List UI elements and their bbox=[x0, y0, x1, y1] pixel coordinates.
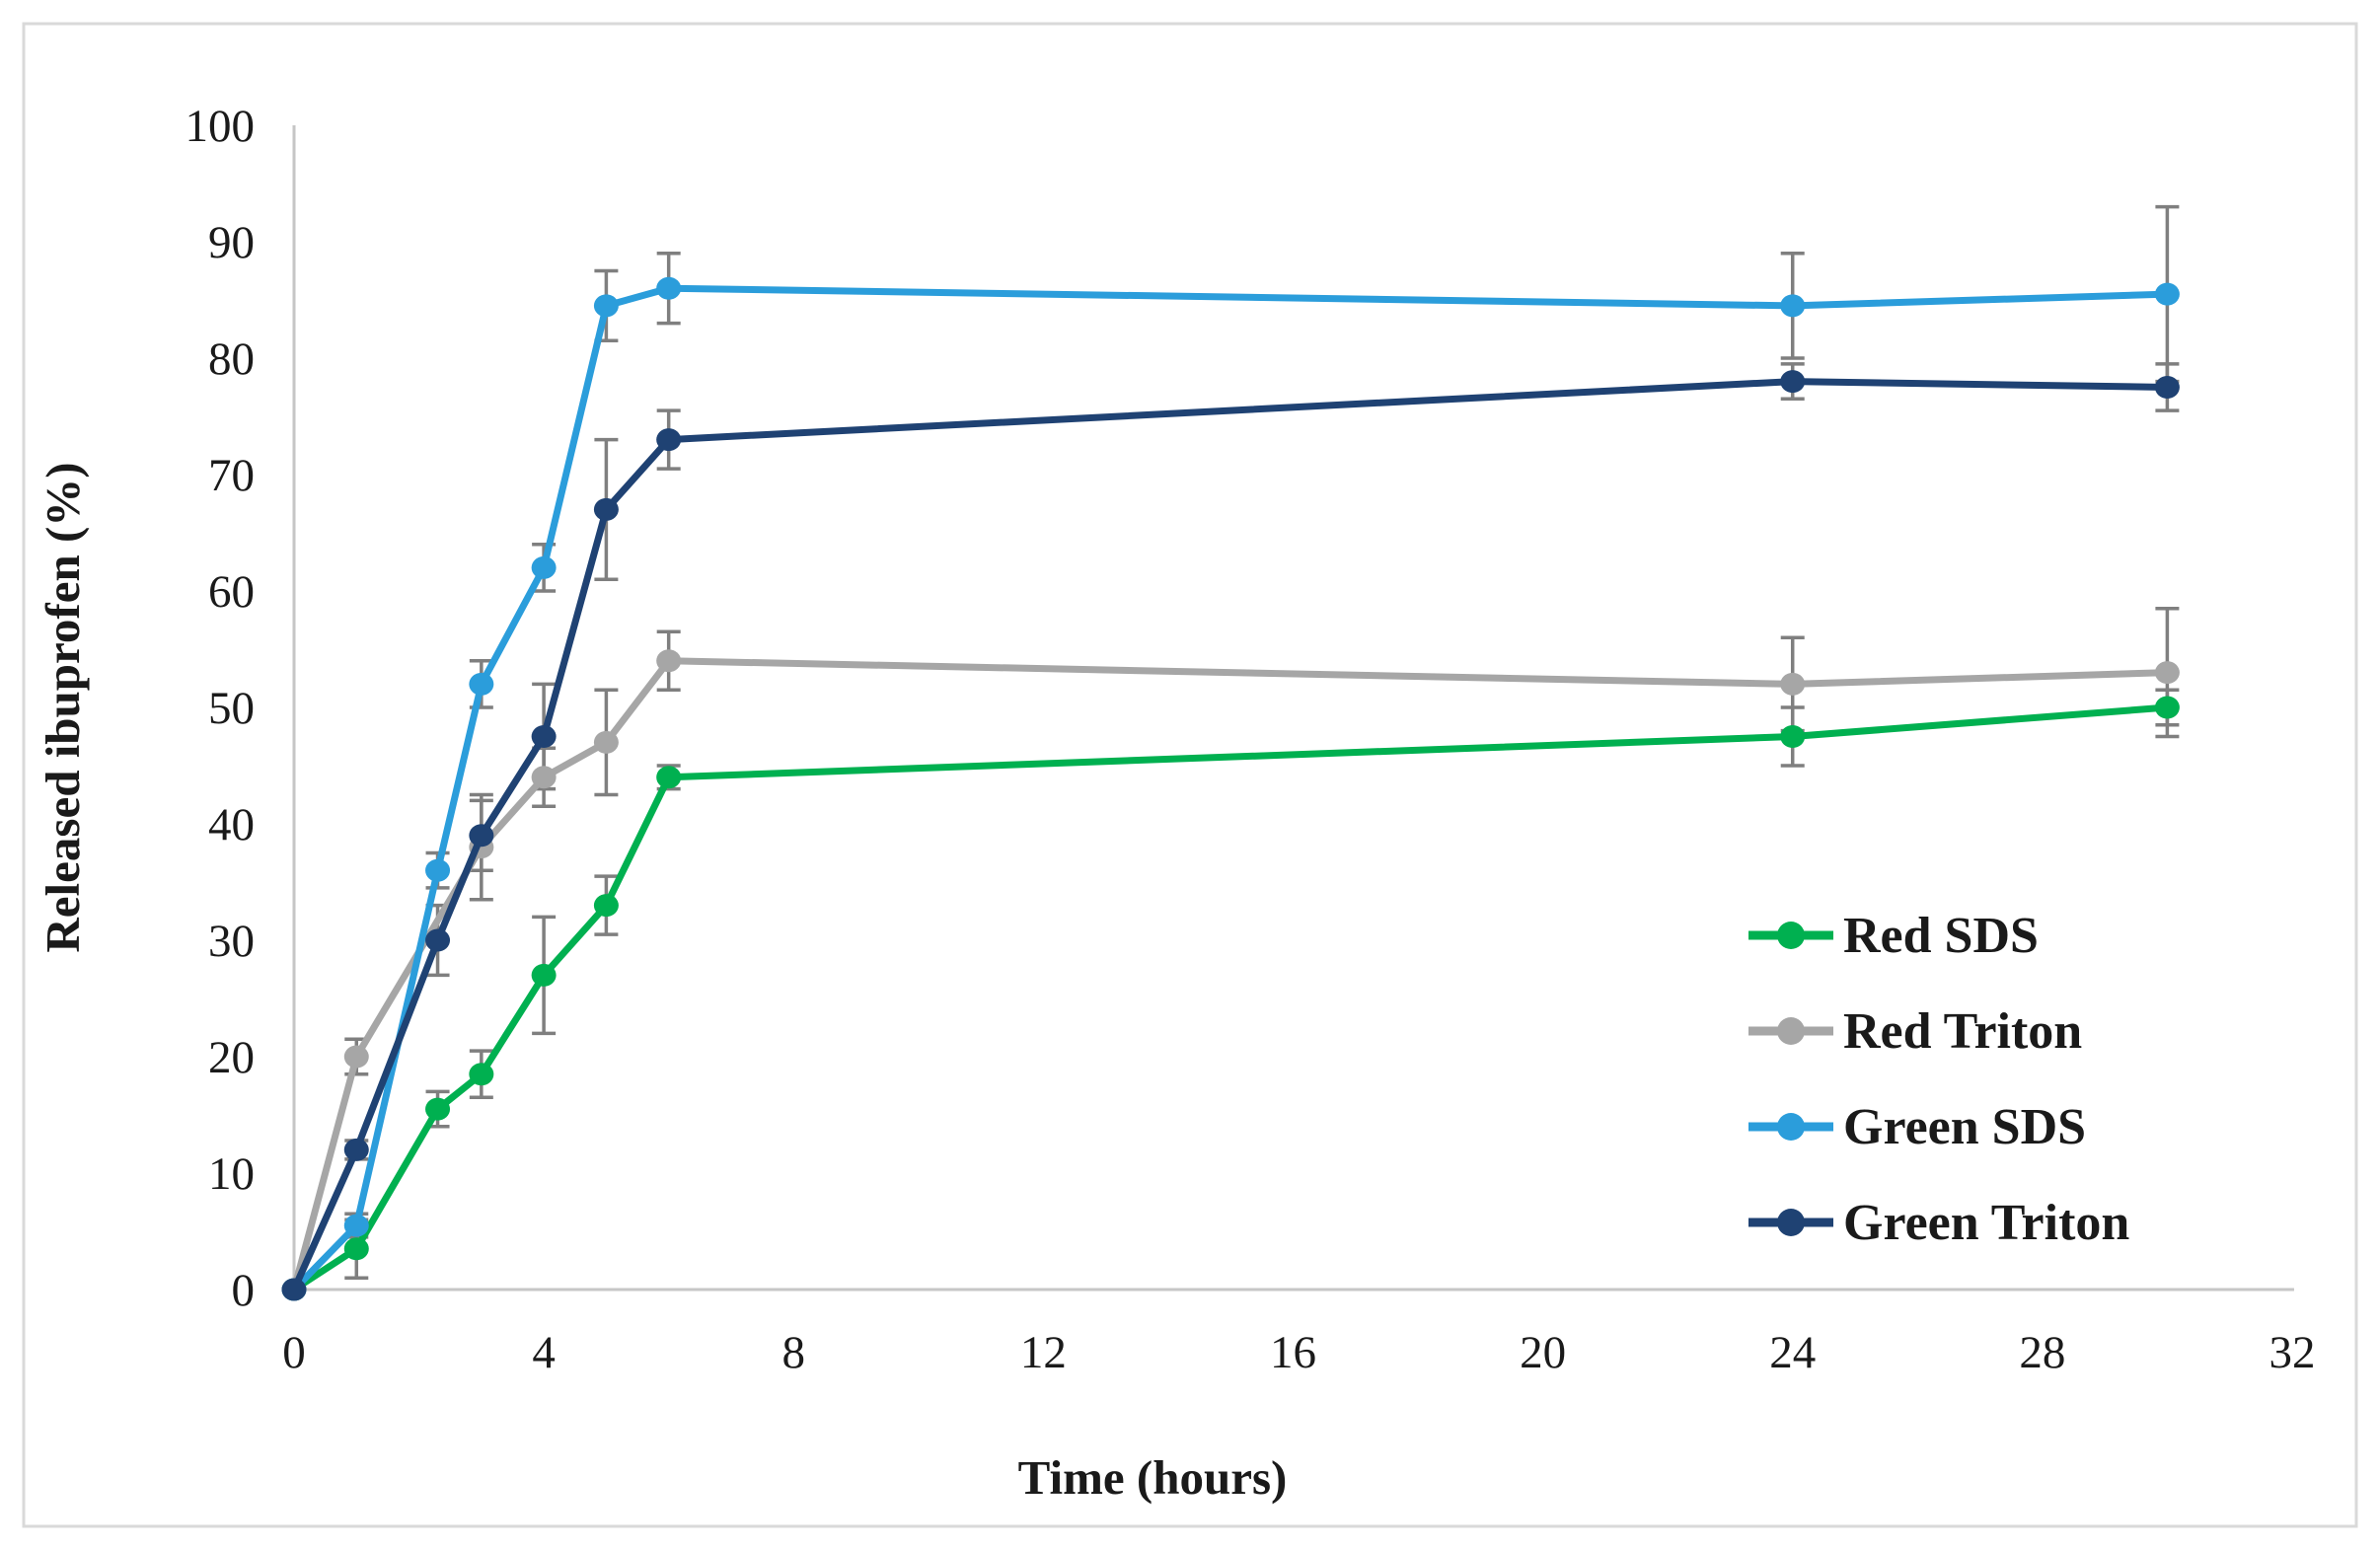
legend-marker-green-sds bbox=[1777, 1113, 1805, 1141]
data-point-marker bbox=[469, 824, 494, 848]
y-tick-label: 90 bbox=[208, 217, 255, 268]
legend-label-green-sds: Green SDS bbox=[1843, 1099, 2086, 1155]
x-axis-title: Time (hours) bbox=[1018, 1450, 1288, 1505]
data-point-marker bbox=[531, 725, 557, 748]
legend-entry-red-sds: Red SDS bbox=[1748, 908, 2039, 964]
data-point-marker bbox=[1780, 672, 1806, 696]
series-green-triton bbox=[281, 370, 2180, 1301]
data-point-marker bbox=[2154, 696, 2180, 719]
x-tick-label: 4 bbox=[532, 1327, 556, 1378]
data-point-marker bbox=[531, 766, 557, 789]
data-point-marker bbox=[531, 555, 557, 579]
data-point-marker bbox=[2154, 661, 2180, 685]
legend-marker-green-triton bbox=[1777, 1209, 1805, 1236]
data-point-marker bbox=[469, 672, 494, 696]
data-point-marker bbox=[656, 276, 682, 300]
x-tick-label: 12 bbox=[1020, 1327, 1067, 1378]
y-tick-label: 0 bbox=[232, 1265, 256, 1316]
figure-border bbox=[22, 22, 2358, 1528]
data-point-marker bbox=[531, 963, 557, 987]
x-tick-label: 0 bbox=[282, 1327, 306, 1378]
y-tick-label: 10 bbox=[208, 1148, 255, 1200]
legend-label-red-triton: Red Triton bbox=[1843, 1003, 2082, 1060]
data-point-marker bbox=[343, 1237, 369, 1261]
data-point-marker bbox=[593, 294, 619, 318]
data-point-marker bbox=[469, 1063, 494, 1086]
y-tick-label: 100 bbox=[186, 101, 256, 152]
data-point-marker bbox=[343, 1214, 369, 1237]
legend-entry-red-triton: Red Triton bbox=[1748, 1003, 2082, 1060]
y-tick-label: 20 bbox=[208, 1032, 255, 1083]
x-tick-label: 24 bbox=[1769, 1327, 1816, 1378]
data-point-marker bbox=[1780, 725, 1806, 748]
data-point-marker bbox=[2154, 282, 2180, 306]
data-point-marker bbox=[593, 894, 619, 918]
legend: Red SDS Red Triton Green SDS Green Trito… bbox=[1748, 908, 2129, 1251]
data-point-marker bbox=[593, 730, 619, 754]
x-tick-label: 8 bbox=[781, 1327, 805, 1378]
red-sds-error-bars bbox=[344, 688, 2180, 1280]
data-point-marker bbox=[656, 649, 682, 673]
data-point-marker bbox=[281, 1278, 307, 1301]
legend-label-red-sds: Red SDS bbox=[1843, 908, 2039, 964]
series-green-sds bbox=[281, 276, 2180, 1301]
y-tick-label: 60 bbox=[208, 566, 255, 618]
data-point-marker bbox=[656, 766, 682, 789]
legend-marker-red-triton bbox=[1777, 1017, 1805, 1045]
data-point-marker bbox=[425, 1097, 451, 1121]
data-point-marker bbox=[656, 428, 682, 452]
y-tick-label: 80 bbox=[208, 333, 255, 385]
data-point-marker bbox=[425, 928, 451, 952]
y-tick-label: 70 bbox=[208, 450, 255, 501]
series-red-sds bbox=[281, 696, 2180, 1301]
data-point-marker bbox=[425, 858, 451, 882]
y-axis-title: Released ibuprofen (%) bbox=[36, 462, 90, 952]
x-tick-label: 28 bbox=[2019, 1327, 2065, 1378]
axes-layer: 0 10 20 30 40 50 60 70 80 90 100 0 4 8 12 16 20 24 28 32 bbox=[186, 101, 2316, 1378]
y-tick-label: 50 bbox=[208, 683, 255, 734]
y-tick-label: 30 bbox=[208, 916, 255, 967]
data-point-marker bbox=[593, 497, 619, 521]
x-tick-label: 32 bbox=[2268, 1327, 2315, 1378]
legend-entry-green-triton: Green Triton bbox=[1748, 1195, 2129, 1251]
series-layer bbox=[281, 276, 2180, 1301]
legend-label-green-triton: Green Triton bbox=[1843, 1195, 2129, 1251]
x-tick-label: 16 bbox=[1270, 1327, 1316, 1378]
data-point-marker bbox=[343, 1045, 369, 1069]
data-point-marker bbox=[2154, 376, 2180, 399]
legend-entry-green-sds: Green SDS bbox=[1748, 1099, 2086, 1155]
x-tick-label: 20 bbox=[1520, 1327, 1566, 1378]
y-tick-label: 40 bbox=[208, 799, 255, 850]
data-point-marker bbox=[1780, 370, 1806, 394]
data-point-marker bbox=[1780, 294, 1806, 318]
red-triton-line bbox=[290, 657, 2168, 1291]
legend-marker-red-sds bbox=[1777, 922, 1805, 949]
data-point-marker bbox=[343, 1138, 369, 1161]
